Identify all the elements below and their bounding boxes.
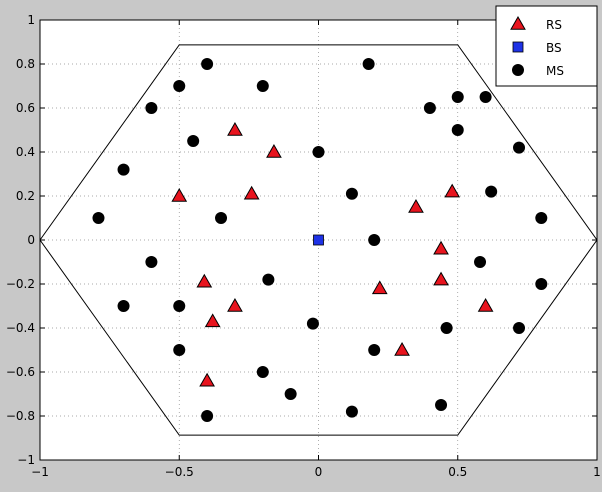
x-tick-label: −1 — [31, 465, 49, 479]
point-rs — [171, 187, 188, 202]
x-tick-label: 1 — [593, 465, 601, 479]
y-tick-label: 1 — [27, 13, 35, 27]
point-ms — [451, 91, 464, 103]
point-ms — [451, 124, 464, 136]
point-rs — [227, 297, 243, 312]
x-tick-label: 0.5 — [448, 465, 467, 479]
legend-marker-ms — [512, 64, 524, 76]
point-ms — [256, 80, 269, 92]
point-ms — [306, 317, 319, 330]
data-points — [92, 58, 548, 422]
point-rs — [433, 271, 449, 286]
y-tick-label: 0 — [27, 233, 35, 247]
point-ms — [345, 405, 358, 418]
point-rs — [199, 372, 215, 387]
axis-ticks: −1 −0.5 0 0.5 1 −1 −0.8 −0.6 −0.4 −0.2 0 0.2 0.4 0.6 0… — [6, 13, 601, 479]
y-tick-label: 0.4 — [16, 145, 35, 159]
point-rs — [433, 240, 449, 255]
legend-label-ms: MS — [546, 64, 564, 78]
point-rs — [477, 297, 494, 312]
legend-label-bs: BS — [546, 41, 562, 55]
legend-label-rs: RS — [546, 18, 562, 32]
point-ms — [145, 256, 158, 268]
point-ms — [173, 344, 186, 356]
legend-marker-rs — [510, 15, 526, 30]
point-ms — [173, 80, 186, 92]
y-tick-label: −0.8 — [6, 409, 35, 423]
point-ms — [284, 388, 297, 400]
point-ms — [479, 91, 492, 103]
y-tick-label: −0.2 — [6, 277, 35, 291]
x-tick-label: 0 — [315, 465, 323, 479]
point-rs — [227, 121, 243, 136]
point-ms — [215, 212, 228, 224]
point-ms — [92, 212, 105, 224]
point-ms — [201, 410, 214, 422]
point-rs — [371, 280, 388, 295]
y-tick-label: 0.2 — [16, 189, 35, 203]
legend-entries: RS BS MS — [510, 15, 564, 78]
point-rs — [204, 313, 221, 328]
point-ms — [423, 102, 436, 114]
point-ms — [187, 135, 200, 147]
point-rs — [444, 183, 461, 198]
point-ms — [535, 278, 548, 290]
point-ms — [435, 399, 448, 411]
point-ms — [256, 366, 269, 378]
point-ms — [368, 234, 381, 246]
point-ms — [312, 146, 325, 158]
point-ms — [440, 322, 453, 334]
point-rs — [408, 198, 424, 213]
point-rs — [196, 273, 213, 288]
point-ms — [513, 141, 526, 154]
y-tick-label: −1 — [17, 453, 35, 467]
point-rs — [266, 143, 282, 158]
y-tick-label: −0.6 — [6, 365, 35, 379]
point-ms — [362, 58, 375, 70]
point-ms — [262, 273, 275, 286]
point-bs — [313, 234, 324, 246]
point-ms — [485, 185, 498, 198]
point-ms — [345, 187, 358, 200]
x-tick-label: −0.5 — [165, 465, 194, 479]
legend-marker-bs — [512, 41, 524, 53]
y-tick-label: 0.8 — [16, 57, 35, 71]
point-ms — [474, 256, 487, 268]
point-ms — [117, 300, 130, 312]
point-ms — [145, 102, 158, 114]
point-ms — [117, 163, 130, 176]
y-tick-label: −0.4 — [6, 321, 35, 335]
legend: RS BS MS — [495, 5, 598, 87]
point-ms — [513, 322, 526, 334]
point-rs — [243, 185, 260, 200]
y-tick-label: 0.6 — [16, 101, 35, 115]
point-rs — [394, 341, 410, 356]
point-ms — [368, 344, 381, 356]
point-ms — [535, 212, 548, 224]
point-ms — [173, 300, 186, 312]
point-ms — [201, 58, 214, 70]
